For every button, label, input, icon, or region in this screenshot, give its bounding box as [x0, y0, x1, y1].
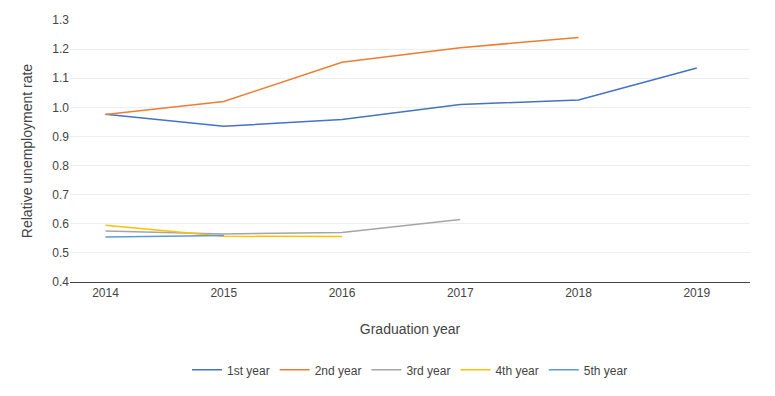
svg-text:3rd year: 3rd year	[406, 364, 450, 378]
svg-text:0.5: 0.5	[52, 246, 69, 260]
svg-text:2015: 2015	[210, 286, 237, 300]
svg-text:0.8: 0.8	[52, 159, 69, 173]
svg-text:0.4: 0.4	[52, 275, 69, 289]
svg-text:2018: 2018	[565, 286, 592, 300]
svg-text:1.1: 1.1	[52, 71, 69, 85]
svg-text:2nd year: 2nd year	[315, 364, 362, 378]
svg-text:1.0: 1.0	[52, 101, 69, 115]
svg-text:2019: 2019	[683, 286, 710, 300]
svg-text:0.9: 0.9	[52, 130, 69, 144]
svg-text:0.6: 0.6	[52, 217, 69, 231]
svg-text:2017: 2017	[447, 286, 474, 300]
svg-text:1.3: 1.3	[52, 13, 69, 27]
svg-text:Relative unemployment rate: Relative unemployment rate	[19, 64, 35, 239]
svg-text:0.7: 0.7	[52, 188, 69, 202]
svg-text:2014: 2014	[92, 286, 119, 300]
svg-text:1st year: 1st year	[227, 364, 270, 378]
svg-text:Graduation year: Graduation year	[360, 321, 461, 337]
svg-text:2016: 2016	[329, 286, 356, 300]
svg-text:1.2: 1.2	[52, 42, 69, 56]
svg-text:4th year: 4th year	[495, 364, 538, 378]
svg-text:5th year: 5th year	[584, 364, 627, 378]
